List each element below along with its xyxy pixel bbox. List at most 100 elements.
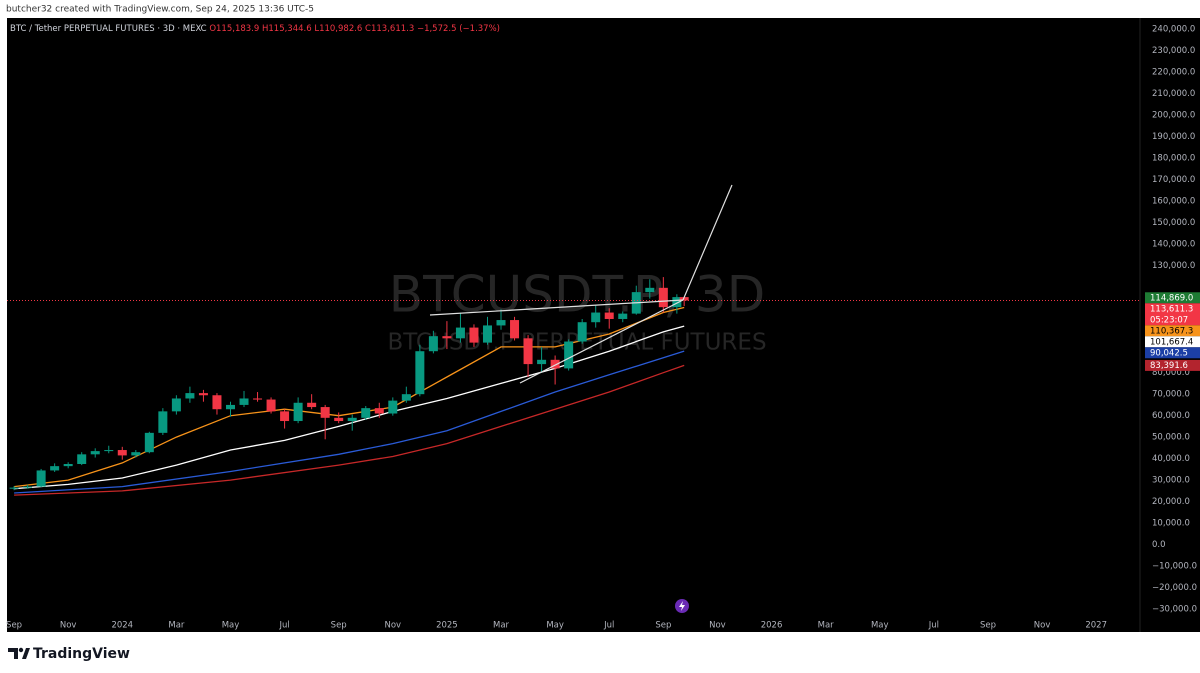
candle-body bbox=[347, 417, 357, 422]
price-tag-label: 90,042.5 bbox=[1150, 349, 1188, 359]
candle-body bbox=[334, 417, 344, 422]
candle-body bbox=[185, 393, 195, 399]
candle-body bbox=[131, 452, 141, 456]
legend-change: −1,572.5 (−1.37%) bbox=[417, 24, 500, 34]
price-tag bbox=[1145, 347, 1200, 359]
price-tag-label: 83,391.6 bbox=[1150, 361, 1188, 371]
axes: 240,000.0 230,000.0 220,000.0 210,000.0 200,… bbox=[6, 24, 1200, 631]
candle-body bbox=[36, 470, 46, 487]
y-tick-label: 170,000.0 bbox=[1152, 175, 1195, 185]
y-tick-label: 230,000.0 bbox=[1152, 46, 1195, 56]
candle-body bbox=[618, 313, 628, 319]
candle-body bbox=[455, 327, 465, 339]
price-tag-label: 101,667.4 bbox=[1150, 338, 1193, 348]
candle-body bbox=[198, 393, 208, 396]
x-tick-label: Nov bbox=[60, 621, 77, 631]
x-tick-label: Nov bbox=[385, 621, 402, 631]
candle-body bbox=[645, 287, 655, 293]
candle-body bbox=[63, 463, 73, 467]
x-tick-label: 2026 bbox=[761, 621, 783, 631]
candle-body bbox=[496, 320, 506, 326]
y-tick-label: 210,000.0 bbox=[1152, 89, 1195, 99]
y-tick-label: 20,000.0 bbox=[1152, 497, 1190, 507]
y-tick-label: −30,000.0 bbox=[1152, 605, 1197, 615]
moving-average bbox=[14, 364, 685, 496]
legend-close: C113,611.3 bbox=[365, 24, 414, 34]
legend-open: O115,183.9 bbox=[209, 24, 259, 34]
x-tick-label: Jul bbox=[603, 621, 614, 631]
projection-line bbox=[682, 184, 733, 301]
candle-body bbox=[577, 322, 587, 342]
candle-body bbox=[239, 398, 249, 405]
x-tick-label: Sep bbox=[331, 621, 347, 631]
price-tag-label: 110,367.3 bbox=[1150, 327, 1193, 337]
x-tick-label: May bbox=[222, 621, 240, 631]
x-tick-label: Mar bbox=[818, 621, 835, 631]
price-tag bbox=[1145, 303, 1200, 326]
y-tick-label: 10,000.0 bbox=[1152, 519, 1190, 529]
y-tick-label: 240,000.0 bbox=[1152, 24, 1195, 34]
support-line bbox=[519, 299, 684, 384]
candle-body bbox=[320, 407, 330, 418]
y-tick-label: 30,000.0 bbox=[1152, 476, 1190, 486]
candle-body bbox=[23, 486, 33, 488]
price-tag-label: 114,869.0 bbox=[1150, 294, 1193, 304]
candle-body bbox=[144, 432, 154, 453]
candle-body bbox=[266, 399, 276, 412]
legend: BTC / Tether PERPETUAL FUTURES · 3D · ME… bbox=[10, 24, 500, 34]
x-tick-label: Jul bbox=[928, 621, 939, 631]
candle-body bbox=[469, 327, 479, 343]
price-tag bbox=[1145, 336, 1200, 348]
candle-body bbox=[293, 402, 303, 422]
x-tick-label: Jul bbox=[278, 621, 289, 631]
price-tag-label: 113,611.3 bbox=[1150, 305, 1193, 315]
logo-dot bbox=[18, 647, 24, 653]
candle-body bbox=[361, 408, 371, 418]
candle-body bbox=[428, 336, 438, 352]
price-tag bbox=[1145, 292, 1200, 304]
logo-slash bbox=[22, 648, 30, 659]
candle-body bbox=[171, 398, 181, 412]
y-tick-label: 180,000.0 bbox=[1152, 153, 1195, 163]
candle-body bbox=[50, 466, 60, 471]
candle-body bbox=[591, 312, 601, 323]
y-tick-label: 60,000.0 bbox=[1152, 411, 1190, 421]
tv-logo bbox=[8, 647, 30, 659]
candle-body bbox=[225, 404, 235, 410]
y-tick-label: −20,000.0 bbox=[1152, 583, 1197, 593]
price-tag bbox=[1145, 359, 1200, 371]
resistance-line bbox=[429, 299, 684, 316]
candle-body bbox=[388, 400, 398, 414]
x-tick-label: Mar bbox=[168, 621, 185, 631]
y-tick-label: 140,000.0 bbox=[1152, 239, 1195, 249]
chart-background bbox=[7, 18, 1200, 632]
x-tick-label: May bbox=[546, 621, 564, 631]
candle-body bbox=[510, 320, 520, 339]
y-tick-label: 160,000.0 bbox=[1152, 196, 1195, 206]
x-tick-label: 2024 bbox=[111, 621, 133, 631]
y-tick-label: 80,000.0 bbox=[1152, 368, 1190, 378]
candle-body bbox=[537, 359, 547, 365]
candle-body bbox=[253, 398, 263, 400]
countdown: 05:23:07 bbox=[1150, 315, 1188, 325]
y-tick-label: 190,000.0 bbox=[1152, 132, 1195, 142]
candle-body bbox=[9, 487, 19, 489]
candle-body bbox=[117, 450, 127, 456]
candle-body bbox=[104, 450, 114, 452]
candle-body bbox=[658, 287, 668, 308]
candle-body bbox=[672, 297, 682, 308]
candle-body bbox=[374, 408, 384, 414]
candle-body bbox=[280, 411, 290, 422]
x-tick-label: Sep bbox=[655, 621, 671, 631]
candle-body bbox=[564, 341, 574, 369]
x-tick-label: May bbox=[871, 621, 889, 631]
legend-symbol: BTC / Tether PERPETUAL FUTURES · 3D · ME… bbox=[10, 24, 207, 34]
candle-body bbox=[77, 454, 87, 464]
logo-mark bbox=[8, 648, 18, 659]
y-tick-label: 130,000.0 bbox=[1152, 261, 1195, 271]
x-tick-label: Nov bbox=[1034, 621, 1051, 631]
candle-body bbox=[415, 351, 425, 395]
candle-body bbox=[482, 325, 492, 343]
candle-body bbox=[158, 411, 168, 433]
y-tick-label: 0.0 bbox=[1152, 540, 1166, 550]
